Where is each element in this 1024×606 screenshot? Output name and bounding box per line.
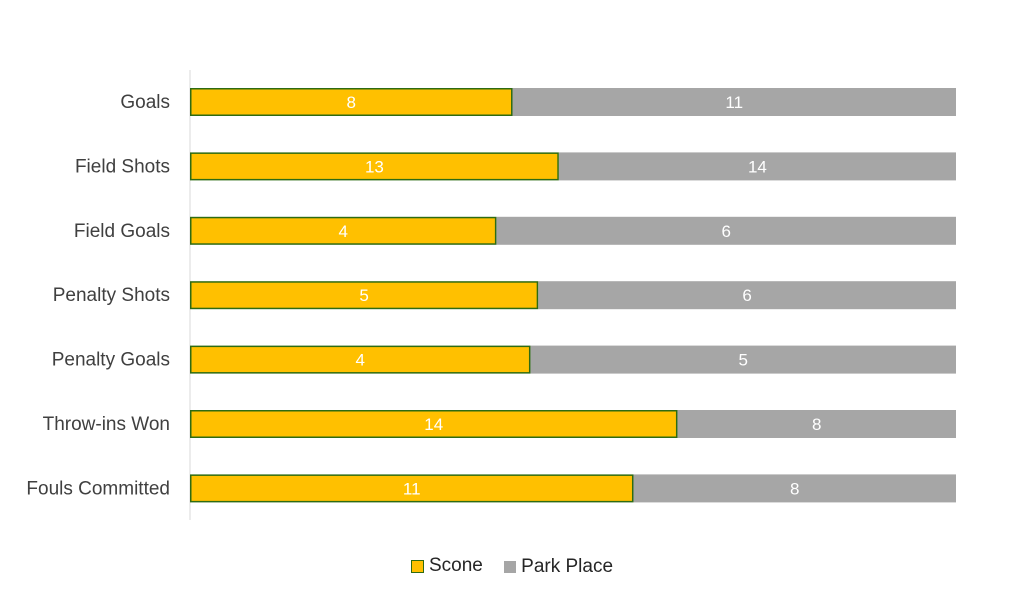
bars-group: Goals 8 11 Field Shots 13 14 Field Goals 4 6 Pena… bbox=[26, 88, 956, 503]
category-label-field-shots: Field Shots bbox=[75, 156, 170, 177]
legend-label-scone: Scone bbox=[428, 555, 483, 576]
value-label-scone-goals: 8 bbox=[347, 93, 356, 112]
bar-park-place-fouls-committed[interactable] bbox=[633, 474, 956, 503]
value-label-park-place-penalty-goals: 5 bbox=[738, 351, 747, 370]
bar-park-place-penalty-shots[interactable] bbox=[538, 281, 956, 310]
value-label-scone-field-goals: 4 bbox=[338, 222, 347, 241]
value-label-scone-throw-ins-won: 14 bbox=[424, 415, 443, 434]
category-label-goals: Goals bbox=[120, 92, 170, 113]
bar-scone-penalty-shots[interactable] bbox=[190, 281, 539, 310]
category-label-penalty-shots: Penalty Shots bbox=[53, 285, 170, 306]
value-label-scone-penalty-shots: 5 bbox=[359, 286, 368, 305]
category-label-throw-ins-won: Throw-ins Won bbox=[43, 414, 170, 435]
category-label-penalty-goals: Penalty Goals bbox=[52, 350, 170, 371]
bar-scone-penalty-goals[interactable] bbox=[190, 345, 531, 374]
value-label-scone-penalty-goals: 4 bbox=[355, 351, 364, 370]
value-label-park-place-goals: 11 bbox=[725, 93, 743, 112]
value-label-park-place-throw-ins-won: 8 bbox=[812, 415, 821, 434]
bar-park-place-field-shots[interactable] bbox=[558, 152, 956, 181]
category-label-field-goals: Field Goals bbox=[74, 221, 170, 242]
legend-label-park-place: Park Place bbox=[521, 555, 614, 577]
value-label-park-place-field-goals: 6 bbox=[721, 222, 730, 241]
legend: Scone Park Place bbox=[0, 555, 1024, 579]
bar-scone-field-goals[interactable] bbox=[190, 216, 497, 245]
value-label-park-place-fouls-committed: 8 bbox=[790, 479, 799, 498]
value-label-park-place-penalty-shots: 6 bbox=[742, 286, 751, 305]
bar-park-place-throw-ins-won[interactable] bbox=[677, 410, 956, 438]
bar-scone-goals[interactable] bbox=[190, 88, 513, 116]
bar-park-place-field-goals[interactable] bbox=[496, 216, 956, 245]
value-label-scone-fouls-committed: 11 bbox=[403, 479, 421, 498]
category-label-fouls-committed: Fouls Committed bbox=[26, 478, 170, 499]
bar-scone-throw-ins-won[interactable] bbox=[190, 410, 678, 438]
value-label-park-place-field-shots: 14 bbox=[748, 157, 767, 176]
bar-scone-fouls-committed[interactable] bbox=[190, 474, 634, 503]
bar-scone-field-shots[interactable] bbox=[190, 152, 559, 181]
legend-swatch-scone bbox=[410, 559, 424, 573]
bar-park-place-goals[interactable] bbox=[512, 88, 956, 116]
legend-item-park-place[interactable]: Park Place bbox=[504, 556, 613, 578]
value-label-scone-field-shots: 13 bbox=[365, 157, 384, 176]
legend-item-scone[interactable]: Scone bbox=[410, 555, 483, 577]
legend-swatch-park-place bbox=[504, 560, 517, 573]
bar-park-place-penalty-goals[interactable] bbox=[530, 345, 956, 374]
